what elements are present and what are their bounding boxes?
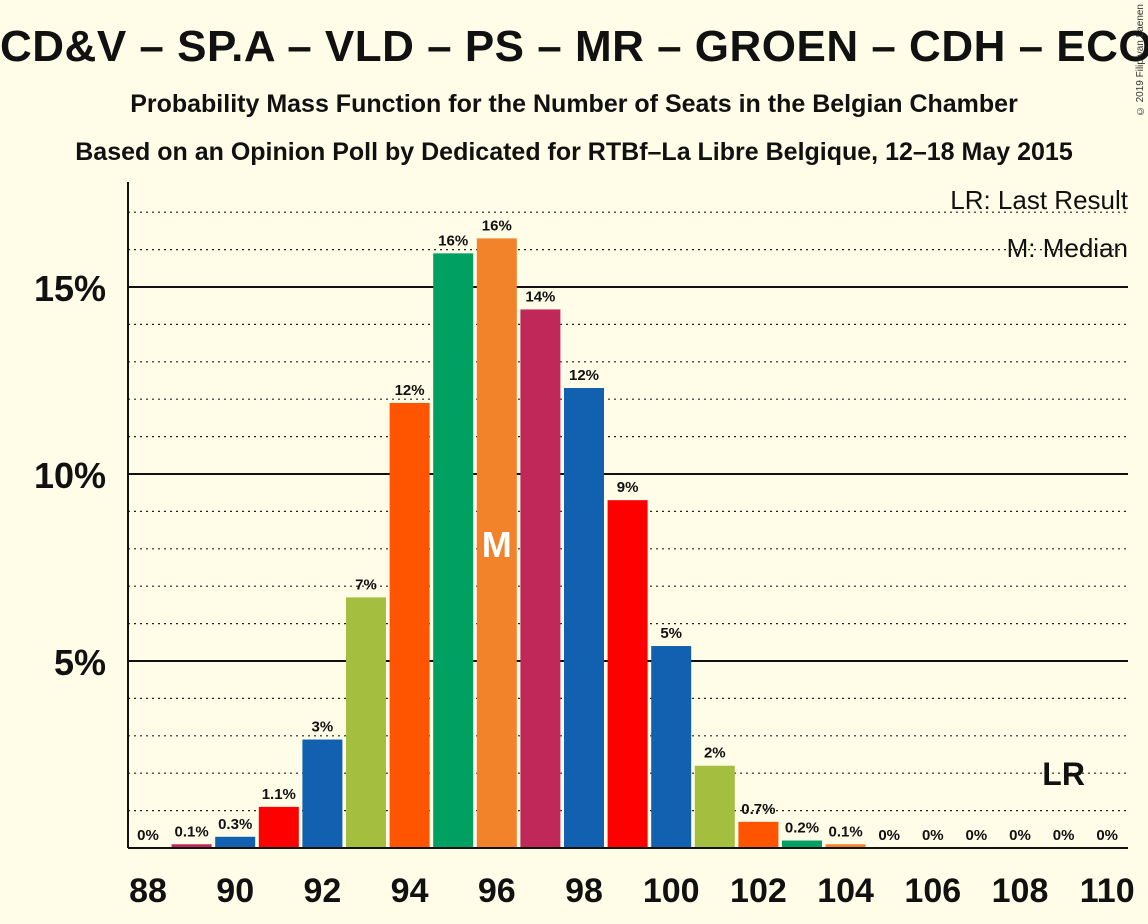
bar-seat-104 — [825, 844, 866, 848]
bar-value-label: 0% — [1096, 827, 1118, 844]
y-tick-label: 15% — [34, 268, 106, 309]
bar-value-label: 9% — [617, 479, 639, 496]
bar-seat-98 — [564, 387, 604, 848]
bar-value-label: 0% — [966, 827, 988, 844]
x-tick-label: 110 — [1080, 872, 1135, 910]
legend-last-result: LR: Last Result — [950, 185, 1129, 215]
bar-seat-100 — [651, 646, 692, 848]
markers: M LR — [482, 524, 1085, 792]
bar-value-label: 0% — [878, 827, 900, 844]
y-tick-label: 5% — [54, 642, 106, 683]
bar-seat-97 — [520, 309, 561, 848]
chart-subtitle: Probability Mass Function for the Number… — [130, 90, 1018, 118]
bar-value-label: 12% — [569, 367, 599, 384]
x-tick-label: 88 — [129, 872, 167, 910]
bar-value-label: 2% — [704, 745, 726, 762]
bar-seat-93 — [346, 597, 386, 848]
bar-value-label: 0% — [922, 827, 944, 844]
bar-seat-103 — [782, 840, 822, 848]
bar-seat-101 — [694, 765, 735, 848]
bar-seat-94 — [389, 402, 430, 848]
bar-seat-92 — [302, 739, 343, 848]
bar-value-label: 0.1% — [174, 823, 208, 840]
bar-value-label: 0.1% — [828, 823, 862, 840]
x-tick-label: 100 — [643, 872, 700, 910]
bar-seat-96 — [476, 238, 517, 848]
x-tick-label: 94 — [391, 872, 429, 910]
bar-value-label: 16% — [438, 232, 468, 249]
chart-source-subtitle: Based on an Opinion Poll by Dedicated fo… — [75, 138, 1073, 166]
bar-seat-95 — [433, 253, 474, 849]
bar-value-label: 0.7% — [741, 801, 775, 818]
bar-value-label: 3% — [312, 719, 334, 736]
bar-value-label: 0.3% — [218, 816, 252, 833]
x-tick-label: 104 — [817, 872, 874, 910]
axes: 88 90 92 94 96 98 100 102 104 106 108 110 — [127, 182, 1135, 910]
bar-seat-91 — [258, 806, 299, 848]
bar-value-label: 0.2% — [785, 820, 819, 837]
bars — [171, 238, 866, 849]
x-tick-label: 96 — [478, 872, 516, 910]
y-tick-label: 10% — [34, 455, 106, 496]
bar-value-label: 14% — [525, 288, 555, 305]
x-tick-label: 90 — [216, 872, 254, 910]
x-tick-label: 102 — [730, 872, 787, 910]
x-tick-label: 106 — [904, 872, 961, 910]
x-tick-label: 108 — [992, 872, 1049, 910]
chart-title: CD&V – SP.A – VLD – PS – MR – GROEN – CD… — [0, 22, 1148, 71]
median-marker: M — [482, 524, 512, 565]
bar-value-label: 16% — [482, 217, 512, 234]
bar-value-label: 12% — [395, 382, 425, 399]
last-result-marker: LR — [1042, 756, 1085, 792]
bar-value-labels: 0% 0.1% 0.3% 1.1% 3% 7% 12% 16% 16% 14% 12% 9% 5% 2% 0… — [137, 217, 1118, 844]
bar-seat-90 — [215, 836, 256, 848]
bar-seat-89 — [171, 844, 212, 848]
x-tick-label: 98 — [565, 872, 603, 910]
bar-seat-102 — [738, 821, 779, 848]
bar-value-label: 0% — [1009, 827, 1031, 844]
bar-value-label: 5% — [660, 625, 682, 642]
bar-value-label: 0% — [137, 827, 159, 844]
legend-median: M: Median — [1007, 233, 1128, 263]
x-tick-label: 92 — [303, 872, 341, 910]
bar-value-label: 7% — [355, 576, 377, 593]
bar-value-label: 1.1% — [262, 786, 296, 803]
bar-value-label: 0% — [1053, 827, 1075, 844]
bar-seat-99 — [607, 500, 648, 848]
